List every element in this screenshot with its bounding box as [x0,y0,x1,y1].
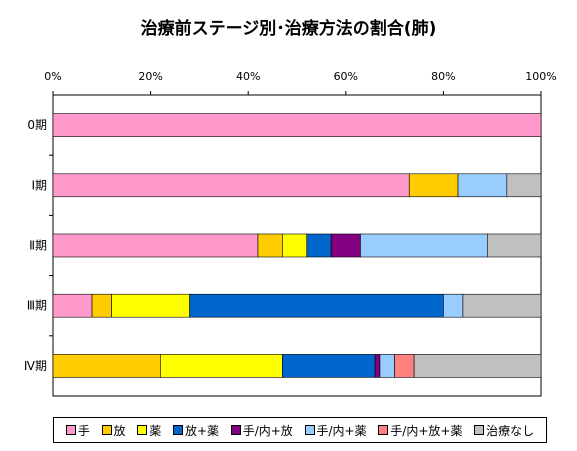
legend-swatch [230,425,241,435]
bar-segment [330,233,361,258]
bar-segment [52,233,259,258]
legend-item: 治療なし [474,422,534,439]
legend-swatch [137,425,148,435]
legend-swatch [474,425,485,435]
legend-item: 放 [101,422,126,439]
bar-segment [457,173,508,198]
legend-item: 手/内+放 [230,422,293,439]
chart-legend: 手 放 薬 放+薬 手/内+放 手/内+薬 手/内+放+薬 治療なし [53,417,547,443]
bar-segment [506,173,542,198]
y-axis-category-label: 0期 [27,118,47,132]
bar-segment [306,233,332,258]
legend-label: 手/内+放+薬 [390,423,463,438]
bar-segment [52,113,542,137]
x-axis-tick-label: 0% [44,70,61,83]
bar-segment [111,293,190,318]
x-axis-tick-label: 60% [334,70,358,83]
bar-segment [52,293,93,318]
bar-segment [160,354,283,378]
y-axis-category-label: Ⅰ期 [31,178,47,192]
legend-swatch [65,425,76,435]
bar-segment [443,293,464,318]
bar-segment [487,233,542,258]
bar-segment [413,354,542,378]
bar-segment [257,233,283,258]
legend-swatch [172,425,183,435]
legend-item: 手/内+薬 [304,422,367,439]
legend-item: 放+薬 [172,422,220,439]
legend-label: 放+薬 [184,423,220,438]
bar-segment [462,293,542,318]
bar-segment [379,354,395,378]
legend-label: 薬 [149,423,162,438]
bar-segment [52,354,161,378]
bar-segment [374,354,381,378]
x-axis-tick-label: 20% [138,70,162,83]
legend-label: 手/内+放 [242,423,293,438]
x-axis-tick-label: 40% [236,70,260,83]
chart-title: 治療前ステージ別･治療方法の割合(肺) [140,19,437,39]
x-axis-tick-label: 100% [525,70,556,83]
legend-label: 手 [77,423,90,438]
legend-swatch [101,425,112,435]
y-axis-category-label: Ⅱ期 [29,239,47,253]
bar-segment [91,293,112,318]
legend-item: 手/内+放+薬 [378,422,462,439]
bar-segment [282,354,376,378]
y-axis-category-label: Ⅲ期 [27,299,47,313]
bar-segment [360,233,488,258]
legend-item: 手 [65,422,90,439]
bar-segment [408,173,459,198]
legend-swatch [304,425,315,435]
legend-item: 薬 [137,422,161,439]
x-axis-tick-label: 80% [431,70,455,83]
bar-segment [282,233,308,258]
legend-swatch [378,425,389,435]
y-axis-category-label: Ⅳ期 [24,359,47,373]
bar-segment [394,354,415,378]
bar-segment [52,173,410,198]
legend-label: 手/内+薬 [316,423,367,438]
legend-label: 治療なし [486,423,535,438]
legend-label: 放 [113,423,126,438]
bar-segment [189,293,444,318]
